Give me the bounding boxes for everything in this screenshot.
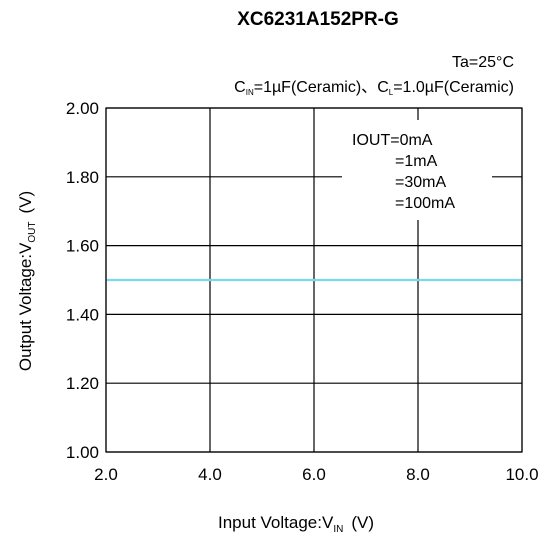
x-axis-label-unit: (V) bbox=[351, 513, 374, 532]
legend-label: =1mA bbox=[395, 153, 438, 170]
y-tick-label: 1.20 bbox=[66, 374, 99, 393]
legend-background bbox=[342, 120, 492, 220]
y-tick-label: 2.00 bbox=[66, 99, 99, 118]
cl-value: =1.0µF(Ceramic) bbox=[393, 79, 514, 96]
legend-label: =100mA bbox=[395, 195, 455, 212]
y-tick-label: 1.80 bbox=[66, 168, 99, 187]
cin-label: C bbox=[234, 79, 246, 96]
cl-label: C bbox=[377, 79, 389, 96]
x-tick-label: 8.0 bbox=[406, 465, 430, 484]
plot-frame bbox=[105, 107, 523, 453]
x-tick-label: 6.0 bbox=[302, 465, 326, 484]
x-axis-label-subscript: IN bbox=[333, 524, 343, 535]
y-axis-label-unit: (V) bbox=[16, 191, 35, 214]
y-axis-label-main: Output Voltage:V bbox=[16, 242, 35, 371]
y-tick-label: 1.60 bbox=[66, 237, 99, 256]
legend-label: =30mA bbox=[395, 174, 446, 191]
y-axis-label: Output Voltage:VOUT (V) bbox=[16, 191, 38, 371]
x-tick-label: 10.0 bbox=[505, 465, 538, 484]
x-axis-label-main: Input Voltage:V bbox=[218, 513, 334, 532]
y-axis-label-subscript: OUT bbox=[27, 222, 38, 243]
x-tick-label: 2.0 bbox=[94, 465, 118, 484]
y-tick-label: 1.40 bbox=[66, 305, 99, 324]
chart-title: XC6231A152PR-G bbox=[237, 9, 399, 30]
y-tick-labels: 1.00 1.20 1.40 1.60 1.80 2.00 bbox=[66, 99, 99, 462]
legend-label: IOUT=0mA bbox=[352, 132, 433, 149]
cl-subscript: L bbox=[389, 88, 394, 97]
x-tick-labels: 2.0 4.0 6.0 8.0 10.0 bbox=[94, 465, 538, 484]
legend: IOUT=0mA =1mA =30mA =100mA bbox=[342, 120, 492, 220]
x-tick-label: 4.0 bbox=[198, 465, 222, 484]
cin-subscript: IN bbox=[246, 88, 254, 97]
condition-ta: Ta=25°C bbox=[452, 54, 514, 71]
condition-caps: CIN=1µF(Ceramic)、CL=1.0µF(Ceramic) bbox=[234, 79, 514, 97]
y-tick-label: 1.00 bbox=[66, 443, 99, 462]
x-axis-label: Input Voltage:VIN (V) bbox=[218, 513, 374, 535]
cin-value: =1µF(Ceramic)、 bbox=[254, 79, 377, 96]
